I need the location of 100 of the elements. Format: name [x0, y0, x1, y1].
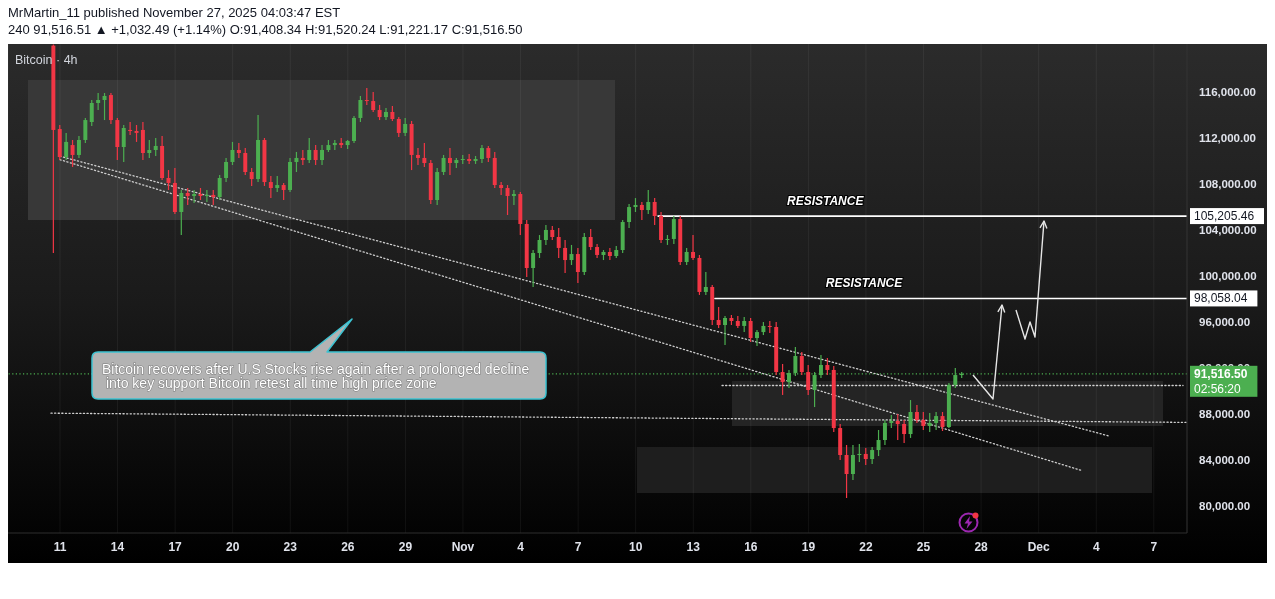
x-tick-label: Nov	[451, 540, 475, 554]
y-tick-label: 88,000.00	[1199, 408, 1251, 421]
candlestick	[294, 151, 299, 173]
x-tick-label: 22	[859, 540, 873, 554]
annotation: Bitcoin recovers after U.S Stocks rise again after a prolonged decline into key support Bitcoin retest all time high price zone	[102, 360, 530, 391]
candlestick	[140, 121, 145, 161]
candlestick	[671, 215, 676, 245]
candlestick	[806, 364, 811, 396]
candlestick	[703, 271, 708, 296]
candlestick	[236, 142, 241, 159]
candlestick	[83, 117, 88, 144]
candlestick	[217, 174, 222, 201]
candlestick	[876, 429, 881, 457]
candlestick	[818, 354, 823, 379]
x-tick-label: 17	[168, 540, 183, 554]
candlestick	[934, 411, 939, 431]
candlestick	[588, 228, 593, 251]
y-tick-label: 100,000.00	[1199, 270, 1257, 283]
y-tick-label: 112,000.00	[1199, 131, 1256, 144]
candlestick	[646, 189, 651, 215]
candlestick	[652, 197, 657, 226]
candlestick	[467, 153, 472, 165]
candlestick	[128, 121, 133, 136]
candlestick	[415, 147, 420, 166]
candlestick	[224, 157, 229, 183]
candlestick	[716, 306, 721, 329]
candlestick	[192, 189, 197, 204]
x-tick-label: 26	[341, 540, 355, 554]
y-tick-label: 116,000.00	[1199, 85, 1256, 98]
x-tick-label: 14	[110, 540, 125, 554]
candlestick	[927, 412, 932, 433]
data-label: 98,058.04	[1194, 291, 1248, 306]
chart-subtitle: 240 91,516.51 ▲ +1,032.49 (+1.14%) O:91,408.34 H:91,520.24 L:91,221.17 C:91,516.50	[8, 22, 523, 37]
x-tick-label: 20	[226, 540, 240, 554]
x-tick-label: 4	[1092, 540, 1100, 554]
candlestick	[505, 184, 510, 216]
candlestick	[748, 317, 753, 343]
candlestick	[511, 189, 516, 206]
candlestick	[243, 147, 248, 176]
candlestick	[179, 189, 184, 236]
x-tick-label: 19	[801, 540, 816, 554]
candlestick	[371, 91, 376, 113]
candlestick	[64, 132, 69, 161]
candlestick	[396, 116, 401, 138]
x-tick-label: 13	[686, 540, 701, 554]
candlestick	[307, 137, 312, 164]
candlestick	[441, 154, 446, 176]
candlestick	[895, 413, 900, 441]
candlestick	[575, 247, 580, 284]
x-tick-label: 10	[629, 540, 643, 554]
text: MrMartin_11 published November 27, 2025 04:03:47 EST	[8, 5, 341, 20]
x-tick-label: 29	[398, 540, 413, 554]
candlestick	[659, 211, 664, 244]
x-tick-label: 7	[1150, 540, 1158, 554]
candlestick	[908, 399, 913, 439]
candlestick	[447, 147, 452, 176]
candlestick	[755, 329, 759, 347]
candlestick	[543, 224, 548, 246]
candlestick	[230, 141, 235, 166]
candlestick	[850, 444, 855, 481]
x-tick-label: 4	[517, 540, 525, 554]
candlestick	[76, 135, 81, 159]
candlestick	[422, 142, 427, 168]
candlestick	[102, 92, 107, 121]
candlestick	[882, 419, 887, 446]
candlestick	[556, 227, 561, 259]
candlestick	[627, 203, 632, 229]
candlestick	[320, 144, 325, 166]
candlestick	[352, 115, 356, 144]
candlestick	[914, 404, 919, 424]
x-tick-label: 7	[574, 540, 582, 554]
x-tick-label: 25	[916, 540, 931, 554]
candlestick	[499, 181, 504, 196]
x-tick-label: 28	[974, 540, 989, 554]
data-label: 105,205.46	[1194, 209, 1255, 224]
candlestick	[563, 239, 568, 274]
candlestick	[204, 189, 209, 203]
y-tick-label: 84,000.00	[1199, 454, 1251, 467]
candlestick	[723, 315, 727, 346]
candlestick	[384, 107, 388, 121]
candlestick	[358, 95, 363, 123]
series-label: RESISTANCE	[825, 276, 904, 291]
y-tick-label: 104,000.00	[1199, 223, 1257, 236]
y-tick-label: 96,000.00	[1199, 316, 1251, 329]
candlestick	[902, 419, 907, 444]
candlestick	[799, 351, 804, 376]
text: 02:56:20	[1194, 381, 1242, 396]
x-tick-label: Dec	[1027, 540, 1051, 554]
candlestick	[639, 201, 644, 221]
candlestick	[531, 249, 536, 288]
candlestick	[844, 444, 849, 499]
candlestick	[121, 124, 126, 163]
candlestick	[268, 175, 273, 199]
x-tick-label: 11	[53, 540, 67, 554]
ref-line-label: 91,516.50	[1194, 366, 1248, 381]
candlestick	[691, 234, 696, 261]
candlestick	[96, 92, 101, 111]
candlestick	[89, 99, 94, 127]
y-tick-label: 108,000.00	[1199, 177, 1257, 190]
candlestick	[780, 363, 785, 396]
